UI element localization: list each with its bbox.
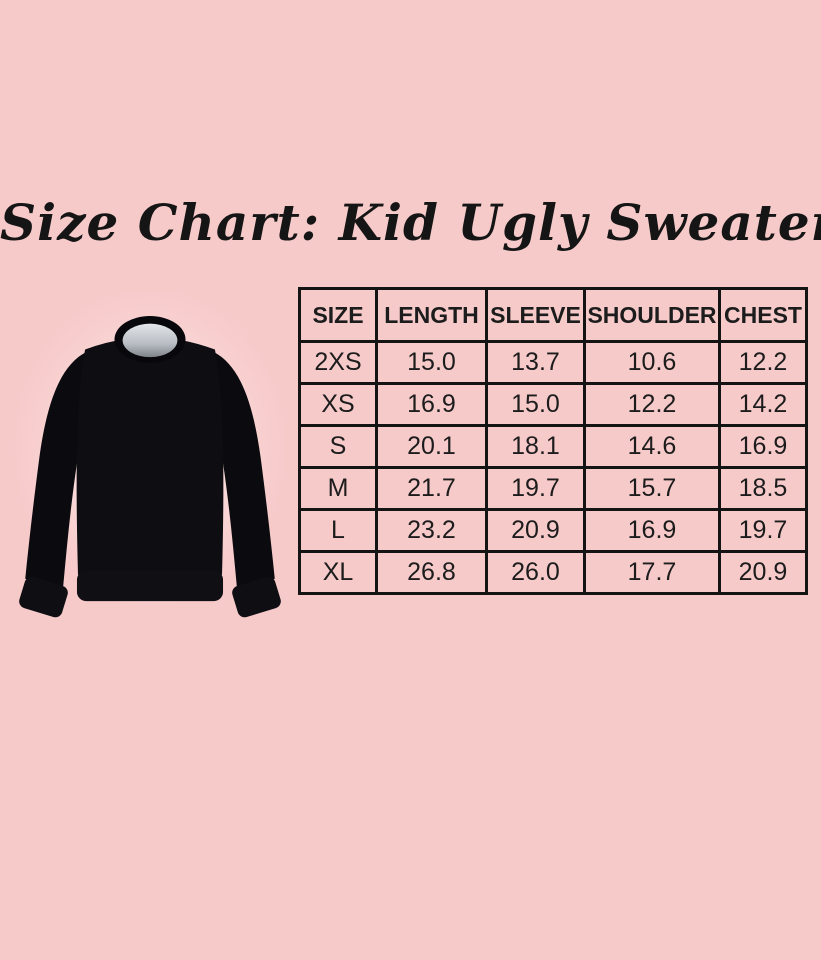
measurement-cell: 13.7	[485, 340, 586, 385]
measurement-cell: 16.9	[718, 424, 808, 469]
table-row-l: L 23.2 20.9 16.9 19.7	[298, 508, 808, 553]
table-header-row: SIZE LENGTH SLEEVE SHOULDER CHEST	[298, 287, 808, 343]
measurement-cell: 15.0	[375, 340, 488, 385]
size-cell: M	[298, 466, 378, 511]
measurement-cell: 26.0	[485, 550, 586, 595]
measurement-cell: 15.7	[583, 466, 721, 511]
measurement-cell: 19.7	[718, 508, 808, 553]
measurement-cell: 26.8	[375, 550, 488, 595]
measurement-cell: 14.6	[583, 424, 721, 469]
page-title: Size Chart: Kid Ugly Sweater	[0, 193, 821, 252]
measurement-cell: 20.1	[375, 424, 488, 469]
black-sweater-illustration	[8, 288, 292, 620]
size-cell: XL	[298, 550, 378, 595]
measurement-cell: 15.0	[485, 382, 586, 427]
column-header-length: LENGTH	[375, 287, 488, 343]
measurement-cell: 10.6	[583, 340, 721, 385]
table-row-xs: XS 16.9 15.0 12.2 14.2	[298, 382, 808, 427]
measurement-cell: 12.2	[718, 340, 808, 385]
measurement-cell: 16.9	[375, 382, 488, 427]
column-header-sleeve: SLEEVE	[485, 287, 586, 343]
size-cell: S	[298, 424, 378, 469]
table-row-2xs: 2XS 15.0 13.7 10.6 12.2	[298, 340, 808, 385]
size-table: SIZE LENGTH SLEEVE SHOULDER CHEST 2XS 15…	[298, 287, 808, 595]
measurement-cell: 19.7	[485, 466, 586, 511]
size-cell: L	[298, 508, 378, 553]
table-row-s: S 20.1 18.1 14.6 16.9	[298, 424, 808, 469]
measurement-cell: 23.2	[375, 508, 488, 553]
sweater-left-cuff	[19, 576, 68, 618]
column-header-size: SIZE	[298, 287, 378, 343]
sweater-body	[76, 337, 224, 584]
measurement-cell: 20.9	[485, 508, 586, 553]
sweater-right-sleeve	[210, 351, 275, 591]
measurement-cell: 14.2	[718, 382, 808, 427]
sweater-hem	[76, 570, 224, 602]
sweater-right-cuff	[232, 576, 281, 618]
measurement-cell: 18.1	[485, 424, 586, 469]
sweater-left-sleeve	[25, 351, 90, 591]
measurement-cell: 16.9	[583, 508, 721, 553]
size-cell: XS	[298, 382, 378, 427]
sweater-collar-inner	[122, 323, 178, 358]
size-cell: 2XS	[298, 340, 378, 385]
measurement-cell: 17.7	[583, 550, 721, 595]
column-header-shoulder: SHOULDER	[583, 287, 721, 343]
measurement-cell: 12.2	[583, 382, 721, 427]
measurement-cell: 20.9	[718, 550, 808, 595]
table-row-xl: XL 26.8 26.0 17.7 20.9	[298, 550, 808, 595]
table-row-m: M 21.7 19.7 15.7 18.5	[298, 466, 808, 511]
sweater-image	[8, 286, 292, 622]
measurement-cell: 21.7	[375, 466, 488, 511]
column-header-chest: CHEST	[718, 287, 808, 343]
measurement-cell: 18.5	[718, 466, 808, 511]
